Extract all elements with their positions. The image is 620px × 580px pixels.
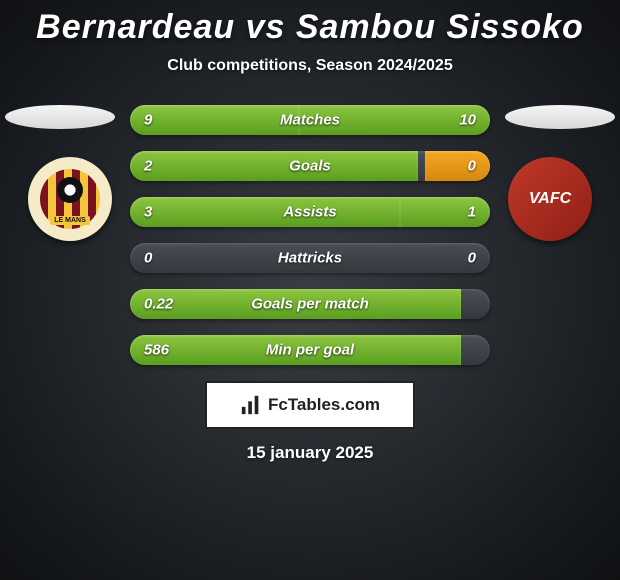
badge-left-text: LE MANS	[50, 216, 90, 225]
stat-label: Goals	[289, 158, 331, 175]
stat-bar-right	[400, 197, 490, 227]
stat-bar-right	[425, 151, 490, 181]
stat-value-left: 0.22	[144, 296, 173, 313]
stat-value-left: 0	[144, 250, 152, 267]
stat-value-right: 10	[459, 112, 476, 129]
stat-value-right: 1	[468, 204, 476, 221]
footer-label: FcTables.com	[268, 395, 380, 415]
footer-attribution: FcTables.com	[205, 381, 415, 429]
stat-value-left: 586	[144, 342, 169, 359]
chart-bars-icon	[240, 394, 262, 416]
stat-bar-left	[130, 105, 299, 135]
player-left-nametag	[5, 105, 115, 129]
stat-bar-left	[130, 151, 418, 181]
page-subtitle: Club competitions, Season 2024/2025	[0, 57, 620, 75]
stat-label: Min per goal	[266, 342, 354, 359]
stat-row: 3 1 Assists	[130, 197, 490, 227]
stat-value-left: 3	[144, 204, 152, 221]
stat-label: Matches	[280, 112, 340, 129]
page-title: Bernardeau vs Sambou Sissoko	[0, 0, 620, 47]
stat-row: 586 Min per goal	[130, 335, 490, 365]
stat-value-left: 2	[144, 158, 152, 175]
badge-right-text: VAFC	[529, 190, 571, 208]
stat-value-left: 9	[144, 112, 152, 129]
snapshot-date: 15 january 2025	[0, 443, 620, 463]
club-badge-left: LE MANS	[28, 157, 112, 241]
stat-value-right: 0	[468, 158, 476, 175]
stat-bar-left	[130, 197, 400, 227]
comparison-chart: LE MANS VAFC 9 10 Matches 2 0 Goals 3 1 Assists 0…	[0, 105, 620, 365]
player-right-nametag	[505, 105, 615, 129]
stat-label: Hattricks	[278, 250, 342, 267]
stat-row: 9 10 Matches	[130, 105, 490, 135]
stat-row: 2 0 Goals	[130, 151, 490, 181]
club-badge-right: VAFC	[508, 157, 592, 241]
stat-row: 0.22 Goals per match	[130, 289, 490, 319]
stat-label: Goals per match	[251, 296, 369, 313]
stat-bars-container: 9 10 Matches 2 0 Goals 3 1 Assists 0 0 Hattricks 0.2…	[130, 105, 490, 365]
lemans-crest-icon: LE MANS	[40, 169, 100, 229]
stat-value-right: 0	[468, 250, 476, 267]
stat-label: Assists	[283, 204, 336, 221]
stat-row: 0 0 Hattricks	[130, 243, 490, 273]
